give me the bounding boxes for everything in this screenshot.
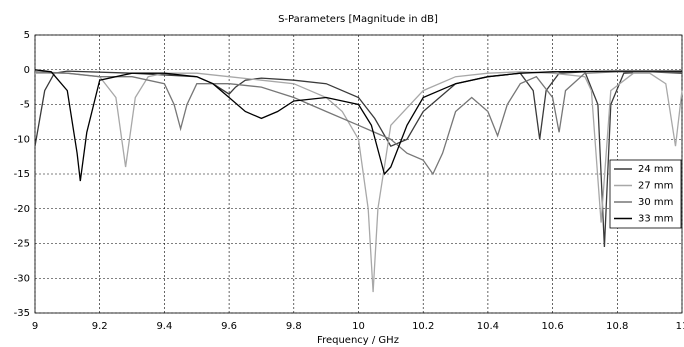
x-tick-label: 9.2 — [92, 321, 108, 332]
y-tick-label: 5 — [24, 30, 30, 41]
plot-area — [34, 34, 683, 314]
x-tick-label: 11 — [676, 321, 684, 332]
series-line — [35, 71, 683, 293]
x-tick-label: 9.4 — [156, 321, 172, 332]
y-tick-label: -35 — [14, 308, 30, 319]
x-tick-label: 9 — [32, 321, 38, 332]
legend-label: 24 mm — [638, 164, 673, 175]
y-tick-label: -20 — [14, 204, 30, 215]
x-tick-label: 10.2 — [412, 321, 434, 332]
chart-title: S-Parameters [Magnitude in dB] — [278, 14, 438, 25]
x-tick-label: 9.8 — [286, 321, 302, 332]
x-tick-label: 9.6 — [221, 321, 237, 332]
y-tick-label: -15 — [14, 169, 30, 180]
legend-box — [609, 159, 682, 229]
y-tick-label: -30 — [14, 273, 30, 284]
x-tick-label: 10.4 — [477, 321, 499, 332]
y-tick-label: -10 — [14, 134, 30, 145]
y-tick-label: -25 — [14, 239, 30, 250]
x-tick-label: 10.6 — [541, 321, 563, 332]
series-line — [34, 69, 682, 182]
x-axis-label: Frequency / GHz — [317, 335, 399, 346]
legend-label: 27 mm — [638, 181, 673, 192]
x-tick-label: 10 — [352, 321, 365, 332]
y-tick-label: 0 — [24, 65, 30, 76]
y-tick-label: -5 — [20, 100, 30, 111]
legend-label: 30 mm — [638, 197, 673, 208]
series-line — [34, 71, 682, 176]
legend-label: 33 mm — [638, 214, 673, 225]
x-tick-label: 10.8 — [606, 321, 628, 332]
